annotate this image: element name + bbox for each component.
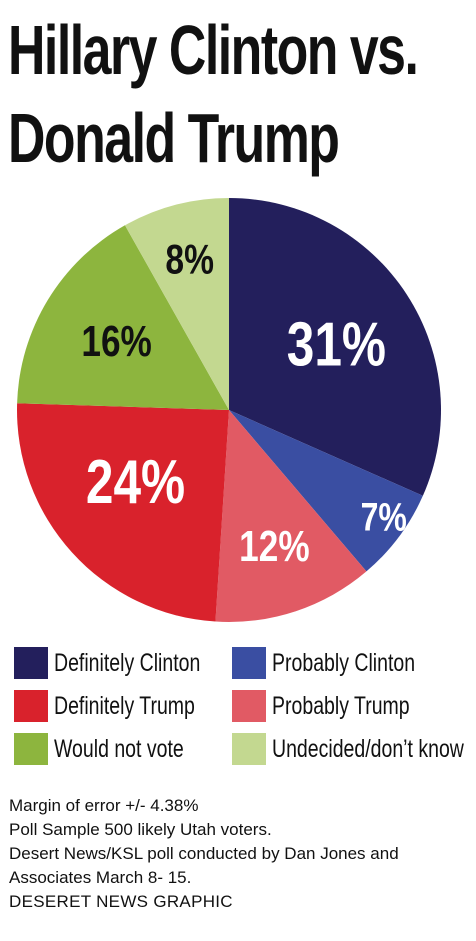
pie-slice-label: 24% bbox=[86, 447, 185, 517]
pie-slice-definitely-trump bbox=[17, 403, 230, 622]
legend-label: Definitely Trump bbox=[54, 691, 195, 720]
pie-slice-probably-clinton bbox=[229, 410, 423, 572]
graphic-credit: DESERET NEWS GRAPHIC bbox=[9, 892, 233, 911]
legend-row: Definitely Trump Probably Trump bbox=[14, 687, 469, 725]
chart-title: Hillary Clinton vs. Donald Trump bbox=[8, 6, 419, 182]
legend-item-probably-trump: Probably Trump bbox=[232, 690, 469, 722]
pie-slice-label: 7% bbox=[361, 494, 407, 539]
poll-sample-note: Poll Sample 500 likely Utah voters. bbox=[9, 820, 272, 839]
legend-swatch bbox=[232, 690, 266, 722]
source-note-line-1: Desert News/KSL poll conducted by Dan Jo… bbox=[9, 844, 399, 863]
legend: Definitely Clinton Probably Clinton Defi… bbox=[14, 644, 469, 773]
legend-item-definitely-clinton: Definitely Clinton bbox=[14, 647, 232, 679]
legend-swatch bbox=[232, 647, 266, 679]
chart-title-line-2: Donald Trump bbox=[8, 99, 340, 177]
legend-item-would-not-vote: Would not vote bbox=[14, 733, 232, 765]
pie-slice-would-not-vote bbox=[17, 225, 229, 410]
legend-swatch bbox=[14, 690, 48, 722]
pie-slice-label: 12% bbox=[239, 523, 309, 572]
chart-title-line-1: Hillary Clinton vs. bbox=[8, 11, 419, 89]
pie-slice-probably-trump bbox=[215, 410, 367, 622]
margin-of-error-note: Margin of error +/- 4.38% bbox=[9, 796, 199, 815]
legend-row: Definitely Clinton Probably Clinton bbox=[14, 644, 469, 682]
legend-item-undecided: Undecided/don’t know bbox=[232, 733, 469, 765]
footnotes: Margin of error +/- 4.38% Poll Sample 50… bbox=[9, 794, 469, 914]
legend-label: Undecided/don’t know bbox=[272, 734, 464, 763]
legend-label: Probably Clinton bbox=[272, 648, 416, 677]
legend-row: Would not vote Undecided/don’t know bbox=[14, 730, 469, 768]
pie-chart: 31% 7% 12% 24% 16% 8% bbox=[17, 198, 442, 622]
pie-slice-label: 8% bbox=[165, 237, 214, 283]
legend-label: Probably Trump bbox=[272, 691, 410, 720]
legend-item-definitely-trump: Definitely Trump bbox=[14, 690, 232, 722]
pie-slice-label: 31% bbox=[287, 309, 386, 379]
legend-label: Definitely Clinton bbox=[54, 648, 201, 677]
legend-swatch bbox=[232, 733, 266, 765]
legend-swatch bbox=[14, 647, 48, 679]
legend-label: Would not vote bbox=[54, 734, 184, 763]
pie-slice-label: 16% bbox=[81, 318, 151, 367]
pie-slice-definitely-clinton bbox=[229, 198, 442, 496]
source-note-line-2: Associates March 8- 15. bbox=[9, 868, 192, 887]
legend-swatch bbox=[14, 733, 48, 765]
legend-item-probably-clinton: Probably Clinton bbox=[232, 647, 469, 679]
pie-slice-undecided-don-t-know bbox=[124, 198, 229, 410]
